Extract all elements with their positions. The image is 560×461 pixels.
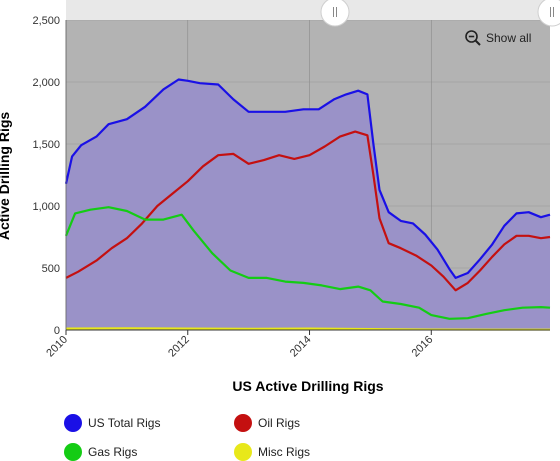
legend-item-misc-rigs[interactable]: Misc Rigs [234,443,310,461]
y-axis-ticks: 0 500 1,000 1,500 2,000 2,500 [32,15,67,337]
y-tick-label: 0 [54,325,60,337]
legend-marker-misc [234,443,252,461]
series-line-us-total-rigs [64,78,551,279]
navigator-handle-right[interactable] [537,0,560,27]
series-line-oil-rigs [65,130,551,292]
legend-label-misc: Misc Rigs [258,445,311,459]
legend-label-us-total: US Total Rigs [88,416,161,430]
legend-label-gas: Gas Rigs [88,445,138,459]
x-tick-label: 2016 [410,334,436,360]
show-all-button[interactable]: Show all [465,30,531,46]
x-tick-label: 2010 [44,334,70,360]
legend-marker-gas [64,443,82,461]
series-area-0 [66,79,550,330]
legend-item-gas-rigs[interactable]: Gas Rigs [64,443,137,461]
show-all-label: Show all [486,31,532,45]
y-tick-label: 1,000 [32,201,60,213]
y-tick-label: 1,500 [32,139,60,151]
legend-label-oil: Oil Rigs [258,416,301,430]
zoom-out-icon [465,30,481,46]
y-axis-title: Active Drilling Rigs [0,112,12,241]
series-line-gas-rigs [64,206,551,320]
navigator-handle-left-knob [320,0,350,27]
navigator-handle-right-knob [537,0,560,27]
y-tick-label: 500 [42,263,60,275]
x-axis-title: US Active Drilling Rigs [232,378,383,394]
legend-marker-oil [234,414,252,432]
navigator-track [66,0,560,20]
legend-item-us-total-rigs[interactable]: US Total Rigs [64,414,160,432]
navigator-handle-left[interactable] [320,0,350,27]
y-tick-label: 2,000 [32,77,60,89]
range-navigator[interactable] [66,0,560,27]
legend-item-oil-rigs[interactable]: Oil Rigs [234,414,300,432]
x-tick-label: 2014 [288,334,314,360]
y-tick-label: 2,500 [32,15,60,27]
x-tick-label: 2012 [166,334,192,360]
legend-marker-us-total [64,414,82,432]
x-axis-ticks: 2010 2012 2014 2016 [44,329,550,360]
